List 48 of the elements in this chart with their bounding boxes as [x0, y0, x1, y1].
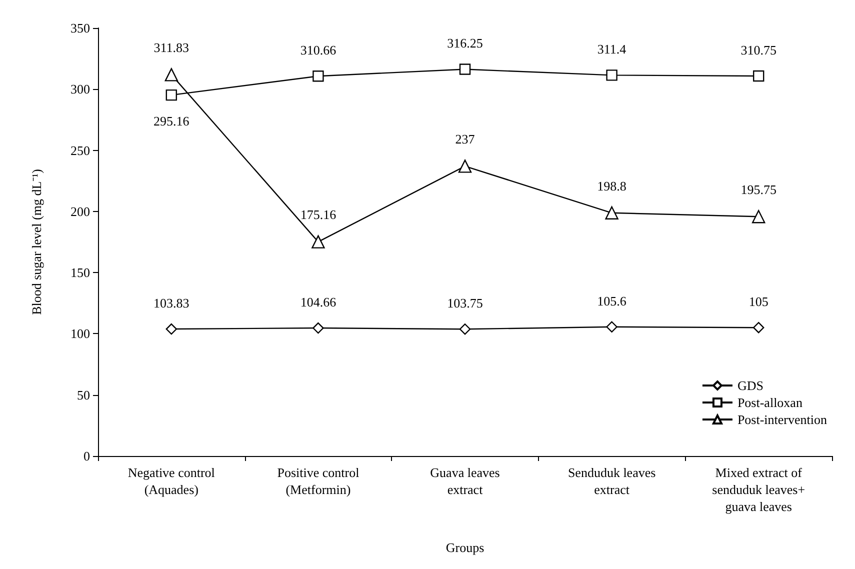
data-label: 311.4	[597, 42, 627, 57]
y-tick-label: 350	[70, 20, 90, 36]
data-label: 295.16	[154, 114, 190, 129]
y-tick-label: 50	[77, 387, 90, 402]
point	[753, 70, 764, 82]
x-axis-title: Groups	[446, 540, 484, 555]
point	[164, 68, 178, 82]
legend-label: Post-intervention	[737, 412, 828, 427]
point	[752, 210, 766, 224]
y-tick-label: 250	[70, 142, 90, 158]
point	[606, 321, 618, 332]
x-tick-label: Mixed extract of senduduk leaves+ guava leaves	[712, 465, 806, 514]
data-label: 316.25	[447, 36, 483, 51]
data-label: 310.66	[300, 42, 337, 58]
point	[458, 160, 472, 173]
legend-label: GDS	[737, 378, 764, 393]
x-tick-label: Senduduk leaves extract	[568, 465, 656, 497]
point	[312, 322, 324, 334]
data-label: 237	[455, 132, 476, 147]
data-label: 198.8	[597, 178, 626, 194]
data-label: 175.16	[300, 207, 337, 222]
point	[166, 89, 177, 101]
y-axis-title: Blood sugar level (mg dL⁻¹)	[29, 169, 44, 315]
point	[753, 322, 764, 334]
data-label: 103.75	[447, 296, 483, 311]
data-label: 105	[748, 294, 768, 309]
y-tick-label: 0	[84, 448, 90, 464]
data-label: 103.83	[154, 295, 190, 310]
x-tick-label: Positive control (Metformin)	[277, 465, 360, 497]
point	[459, 324, 471, 335]
data-label: 311.83	[154, 40, 190, 56]
x-tick-label: Negative control (Aquades)	[128, 465, 216, 497]
legend-label: Post-alloxan	[737, 395, 803, 410]
y-tick-label: 100	[70, 326, 90, 342]
data-label: 310.75	[740, 42, 776, 58]
point	[312, 70, 324, 82]
data-label: 104.66	[300, 294, 337, 310]
x-tick-label: Guava leaves extract	[430, 465, 500, 497]
point	[605, 206, 618, 220]
y-tick-label: 200	[70, 204, 90, 219]
point	[312, 235, 325, 248]
y-tick-label: 300	[70, 82, 90, 97]
point	[459, 64, 471, 75]
data-label: 195.75	[740, 182, 776, 198]
y-tick-label: 150	[70, 265, 90, 280]
point	[166, 323, 177, 335]
data-label: 105.6	[597, 293, 627, 308]
point	[606, 70, 618, 81]
